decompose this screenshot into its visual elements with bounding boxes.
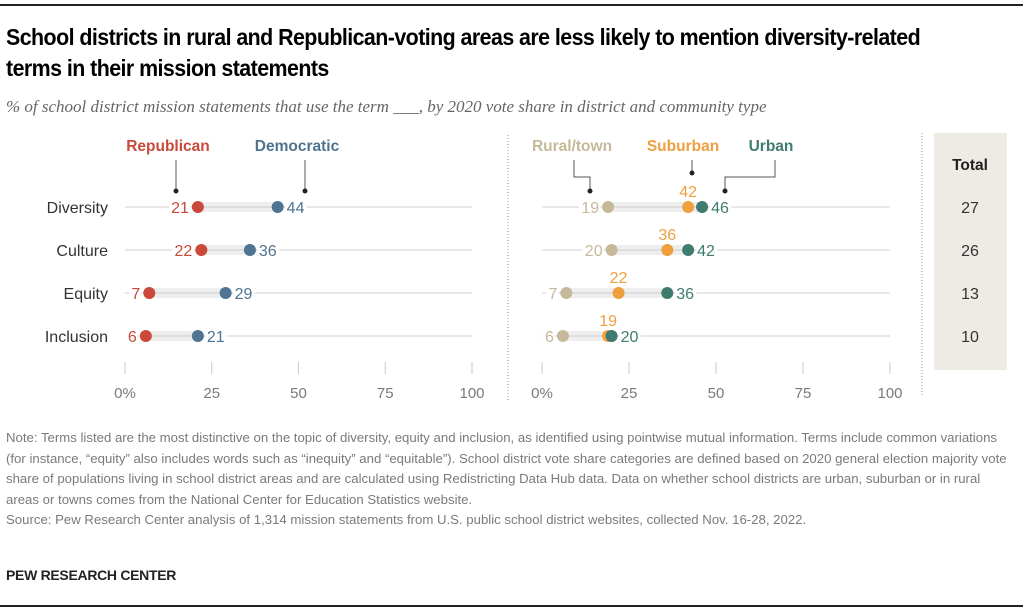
data-label-rural: 20 <box>585 243 603 260</box>
dot-rural <box>556 330 569 342</box>
dot-democratic <box>243 244 256 256</box>
data-label-urban: 20 <box>621 329 639 346</box>
label-backdrop <box>233 286 255 300</box>
dot-republican <box>139 330 152 342</box>
dot-urban <box>605 330 618 342</box>
brand-logo-text: PEW RESEARCH CENTER <box>6 567 177 583</box>
legend-democratic: Democratic <box>255 138 340 155</box>
data-label-suburban: 22 <box>610 270 628 287</box>
leader-dot-democratic <box>302 188 308 194</box>
label-backdrop <box>696 243 718 257</box>
dot-rural <box>560 287 573 299</box>
dot-suburban <box>612 287 625 299</box>
axis-tick-label: 75 <box>377 385 394 402</box>
data-label-democratic: 21 <box>207 329 225 346</box>
leader-dot-urban <box>722 188 728 194</box>
total-value-diversity: 27 <box>961 200 979 217</box>
axis-tick-label: 0% <box>531 385 553 402</box>
label-backdrop <box>172 243 194 257</box>
data-label-democratic: 36 <box>259 243 277 260</box>
data-label-urban: 46 <box>711 200 729 217</box>
data-label-suburban: 19 <box>599 313 617 330</box>
dot-republican <box>143 287 156 299</box>
data-label-urban: 42 <box>697 243 715 260</box>
dot-rural <box>605 244 618 256</box>
data-label-republican: 6 <box>128 329 137 346</box>
legend-suburban: Suburban <box>647 138 719 155</box>
label-backdrop <box>546 286 559 300</box>
legend-urban: Urban <box>749 138 794 155</box>
row-label-equity: Equity <box>64 286 108 303</box>
axis-tick-label: 50 <box>290 385 307 402</box>
data-label-urban: 36 <box>676 286 694 303</box>
label-backdrop <box>205 329 227 343</box>
dot-urban <box>661 287 674 299</box>
total-value-culture: 26 <box>961 243 979 260</box>
data-label-republican: 7 <box>131 286 140 303</box>
legend-rural-town: Rural/town <box>532 138 612 155</box>
data-label-rural: 7 <box>548 286 557 303</box>
dot-suburban <box>661 244 674 256</box>
dot-republican <box>191 201 204 213</box>
dot-democratic <box>191 330 204 342</box>
label-backdrop <box>257 243 279 257</box>
chart-subtitle: % of school district mission statements … <box>6 97 767 116</box>
leader-dot-republican <box>173 188 179 194</box>
label-backdrop <box>285 200 307 214</box>
axis-tick-label: 25 <box>203 385 220 402</box>
dot-urban <box>682 244 695 256</box>
data-label-democratic: 29 <box>235 286 253 303</box>
row-label-inclusion: Inclusion <box>45 329 108 346</box>
dot-suburban <box>682 201 695 213</box>
label-backdrop <box>675 286 697 300</box>
label-backdrop <box>619 329 641 343</box>
top-rule <box>0 4 1023 6</box>
leader-line-urban <box>724 160 776 190</box>
data-label-democratic: 44 <box>287 200 305 217</box>
label-backdrop <box>579 200 601 214</box>
total-value-inclusion: 10 <box>961 329 979 346</box>
source-text: Source: Pew Research Center analysis of … <box>6 512 807 527</box>
axis-tick-label: 100 <box>459 385 484 402</box>
dot-republican <box>195 244 208 256</box>
leader-line-rural-town <box>573 160 591 190</box>
data-label-republican: 21 <box>171 200 189 217</box>
chart-title: School districts in rural and Republican… <box>6 24 921 81</box>
total-value-equity: 13 <box>961 286 979 303</box>
data-label-rural: 19 <box>581 200 599 217</box>
dot-democratic <box>271 201 284 213</box>
axis-tick-label: 0% <box>114 385 136 402</box>
chart-notes: Note: Terms listed are the most distinct… <box>6 428 1016 531</box>
label-backdrop <box>582 243 604 257</box>
legend-republican: Republican <box>126 138 210 155</box>
label-backdrop <box>710 200 732 214</box>
note-text: Note: Terms listed are the most distinct… <box>6 430 1007 507</box>
dot-democratic <box>219 287 232 299</box>
label-backdrop <box>542 329 555 343</box>
data-label-suburban: 42 <box>679 184 697 201</box>
total-header: Total <box>952 157 988 174</box>
label-backdrop <box>168 200 190 214</box>
total-panel-background <box>934 133 1007 370</box>
dot-urban <box>696 201 709 213</box>
axis-tick-label: 50 <box>708 385 725 402</box>
axis-tick-label: 75 <box>795 385 812 402</box>
leader-dot-suburban <box>689 170 695 176</box>
leader-dot-rural-town <box>587 188 593 194</box>
data-label-suburban: 36 <box>658 227 676 244</box>
axis-tick-label: 25 <box>621 385 638 402</box>
dot-rural <box>602 201 615 213</box>
data-label-republican: 22 <box>175 243 193 260</box>
row-label-diversity: Diversity <box>47 200 108 217</box>
bottom-rule <box>0 605 1023 607</box>
axis-tick-label: 100 <box>877 385 902 402</box>
chart-area: 21 22 7 6 44 36 29 21 0% 25 50 75 100 Diversity Cultur… <box>45 133 1007 402</box>
label-backdrop <box>129 286 142 300</box>
row-label-culture: Culture <box>56 243 108 260</box>
data-label-rural: 6 <box>545 329 554 346</box>
label-backdrop <box>125 329 138 343</box>
